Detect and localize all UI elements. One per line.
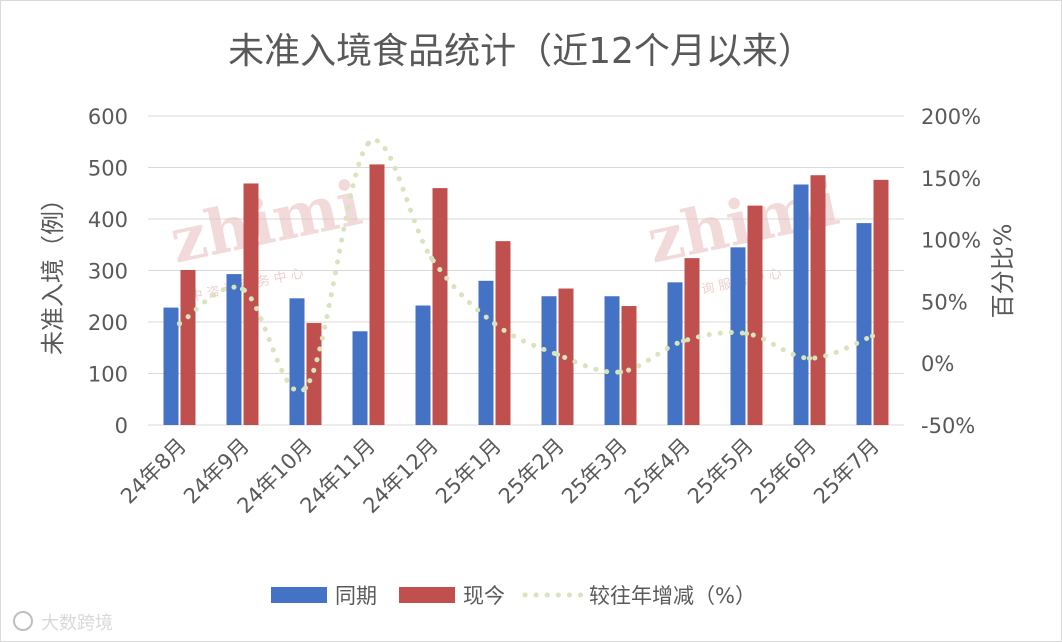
y2-tick-label: 0%	[921, 352, 954, 376]
bar-prior-7	[541, 296, 557, 425]
growth-point-2	[239, 286, 246, 292]
x-tick-label: 25年6月	[746, 434, 821, 509]
y-tick-label: 400	[88, 208, 128, 232]
bar-current-4	[369, 164, 385, 425]
bar-prior-5	[415, 305, 431, 425]
bar-current-5	[432, 188, 448, 425]
bar-current-9	[684, 258, 700, 425]
legend-swatch	[271, 587, 327, 603]
bar-prior-2	[226, 274, 242, 425]
growth-point-11	[806, 355, 813, 361]
y2-axis-label: 百分比%	[989, 224, 1017, 319]
bar-current-3	[306, 323, 322, 425]
growth-point-12	[869, 333, 876, 339]
bar-prior-8	[604, 296, 620, 425]
bar-prior-1	[163, 307, 179, 425]
legend-label: 现今	[463, 584, 505, 608]
bar-prior-12	[856, 223, 872, 425]
y-tick-label: 100	[88, 363, 128, 387]
growth-point-9	[680, 338, 687, 344]
x-axis-ticks: 24年8月24年9月24年10月24年11月24年12月25年1月25年2月25…	[116, 434, 884, 518]
footer-logo-icon	[13, 611, 33, 631]
x-tick-label: 25年3月	[557, 434, 632, 509]
x-tick-label: 25年7月	[809, 434, 884, 509]
y2-tick-label: 50%	[921, 290, 968, 314]
y-tick-label: 600	[88, 105, 128, 129]
growth-point-5	[428, 255, 435, 261]
x-tick-label: 25年1月	[431, 434, 506, 509]
bar-current-10	[747, 205, 763, 425]
gridlines	[148, 115, 904, 426]
growth-point-10	[743, 330, 750, 337]
x-tick-label: 25年4月	[620, 434, 695, 509]
bar-current-12	[873, 179, 889, 425]
growth-point-4	[365, 140, 372, 146]
growth-point-6	[491, 321, 498, 327]
legend-swatch	[399, 587, 455, 603]
x-tick-label: 24年8月	[116, 434, 191, 509]
footer-watermark: 大数跨境	[13, 611, 113, 634]
bar-prior-11	[793, 184, 809, 425]
bar-prior-9	[667, 282, 683, 425]
bar-prior-6	[478, 280, 494, 425]
legend: 同期 现今 较往年增减（%）	[271, 584, 756, 608]
y-axis-ticks: 0 100 200 300 400 500 600	[88, 105, 128, 438]
bar-current-11	[810, 175, 826, 425]
footer-watermark-text: 大数跨境	[41, 613, 113, 634]
growth-line	[176, 137, 876, 394]
bar-prior-3	[289, 298, 305, 425]
y-tick-label: 200	[88, 311, 128, 335]
bar-current-2	[243, 183, 259, 425]
y2-axis-ticks: -50% 0% 50% 100% 150% 200%	[921, 105, 981, 438]
bar-current-8	[621, 306, 637, 425]
chart-title: 未准入境食品统计（近12个月以来）	[228, 31, 814, 72]
growth-point-7	[554, 351, 561, 358]
x-tick-label: 25年5月	[683, 434, 758, 509]
bar-prior-10	[730, 247, 746, 425]
legend-label: 同期	[335, 584, 377, 608]
bars	[163, 164, 889, 425]
y-axis-label: 未准入境（例）	[39, 187, 67, 355]
growth-line-path	[177, 137, 875, 394]
y-tick-label: 500	[88, 157, 128, 181]
legend-label: 较往年增减（%）	[589, 584, 756, 608]
bar-current-6	[495, 241, 511, 425]
bar-current-1	[180, 269, 196, 425]
y2-tick-label: 200%	[921, 105, 981, 129]
growth-point-8	[617, 369, 624, 375]
y2-tick-label: 150%	[921, 167, 981, 191]
growth-point-3	[302, 385, 309, 391]
y-tick-label: 300	[88, 260, 128, 284]
y2-tick-label: -50%	[921, 414, 975, 438]
growth-point-1	[176, 321, 183, 327]
bar-prior-4	[352, 331, 368, 425]
x-tick-label: 25年2月	[494, 434, 569, 509]
y-tick-label: 0	[115, 414, 128, 438]
y2-tick-label: 100%	[921, 229, 981, 253]
